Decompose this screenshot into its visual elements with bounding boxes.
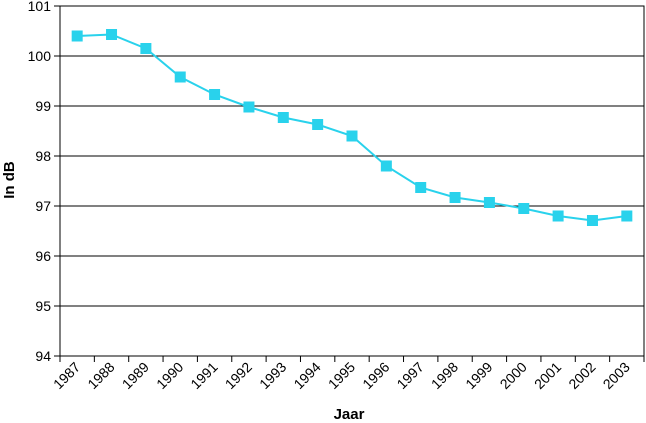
y-tick-label: 95 — [35, 298, 51, 314]
data-point-marker — [483, 197, 495, 208]
x-axis-title: Jaar — [334, 406, 365, 423]
x-tick-label: 1987 — [50, 359, 83, 392]
x-tick-label: 1998 — [428, 359, 461, 392]
data-point-marker — [449, 192, 461, 203]
data-point-marker — [209, 89, 221, 100]
gridlines — [60, 5, 644, 357]
x-tick-label: 2000 — [497, 359, 530, 392]
y-tick-label: 96 — [35, 248, 51, 264]
data-point-marker — [621, 210, 633, 222]
data-point-marker — [140, 43, 152, 54]
x-tick-label: 1996 — [359, 359, 392, 392]
data-point-marker — [380, 160, 392, 172]
data-point-marker — [106, 29, 118, 40]
y-tick-label: 101 — [28, 0, 52, 14]
y-tick-label: 99 — [35, 98, 51, 114]
x-tick-label: 1988 — [84, 359, 117, 392]
y-tick-label: 100 — [28, 48, 52, 64]
series-markers — [71, 29, 633, 226]
x-tick-label: 2001 — [531, 359, 564, 392]
data-point-marker — [243, 101, 255, 113]
x-axis-ticks: 1987 1988 1989 1990 1991 1992 1993 1994 1995 1996… — [50, 356, 645, 392]
x-tick-label: 1989 — [119, 359, 152, 392]
data-point-marker — [552, 210, 564, 222]
data-point-marker — [586, 215, 598, 226]
data-point-marker — [174, 71, 186, 83]
x-tick-label: 1994 — [290, 359, 323, 392]
x-tick-label: 2003 — [600, 359, 633, 392]
x-tick-label: 1999 — [462, 359, 495, 392]
data-point-marker — [346, 130, 358, 142]
data-point-marker — [518, 203, 530, 214]
data-point-marker — [415, 182, 427, 193]
y-axis-ticks: 94 95 96 97 98 99 100 101 — [28, 0, 60, 364]
x-tick-label: 1992 — [222, 359, 255, 392]
y-tick-label: 94 — [35, 348, 51, 364]
x-tick-label: 1991 — [187, 359, 220, 392]
series-line — [77, 33, 627, 222]
x-tick-label: 1997 — [393, 359, 426, 392]
x-tick-label: 1990 — [153, 359, 186, 392]
y-tick-label: 98 — [35, 148, 51, 164]
y-tick-label: 97 — [35, 198, 51, 214]
data-point-marker — [312, 119, 324, 130]
x-tick-label: 1995 — [325, 359, 358, 392]
data-point-marker — [71, 30, 83, 42]
data-point-marker — [277, 112, 289, 123]
x-tick-label: 2002 — [565, 359, 598, 392]
y-axis-title: In dB — [1, 161, 18, 199]
x-tick-label: 1993 — [256, 359, 289, 392]
plot-area-frame — [59, 5, 645, 357]
